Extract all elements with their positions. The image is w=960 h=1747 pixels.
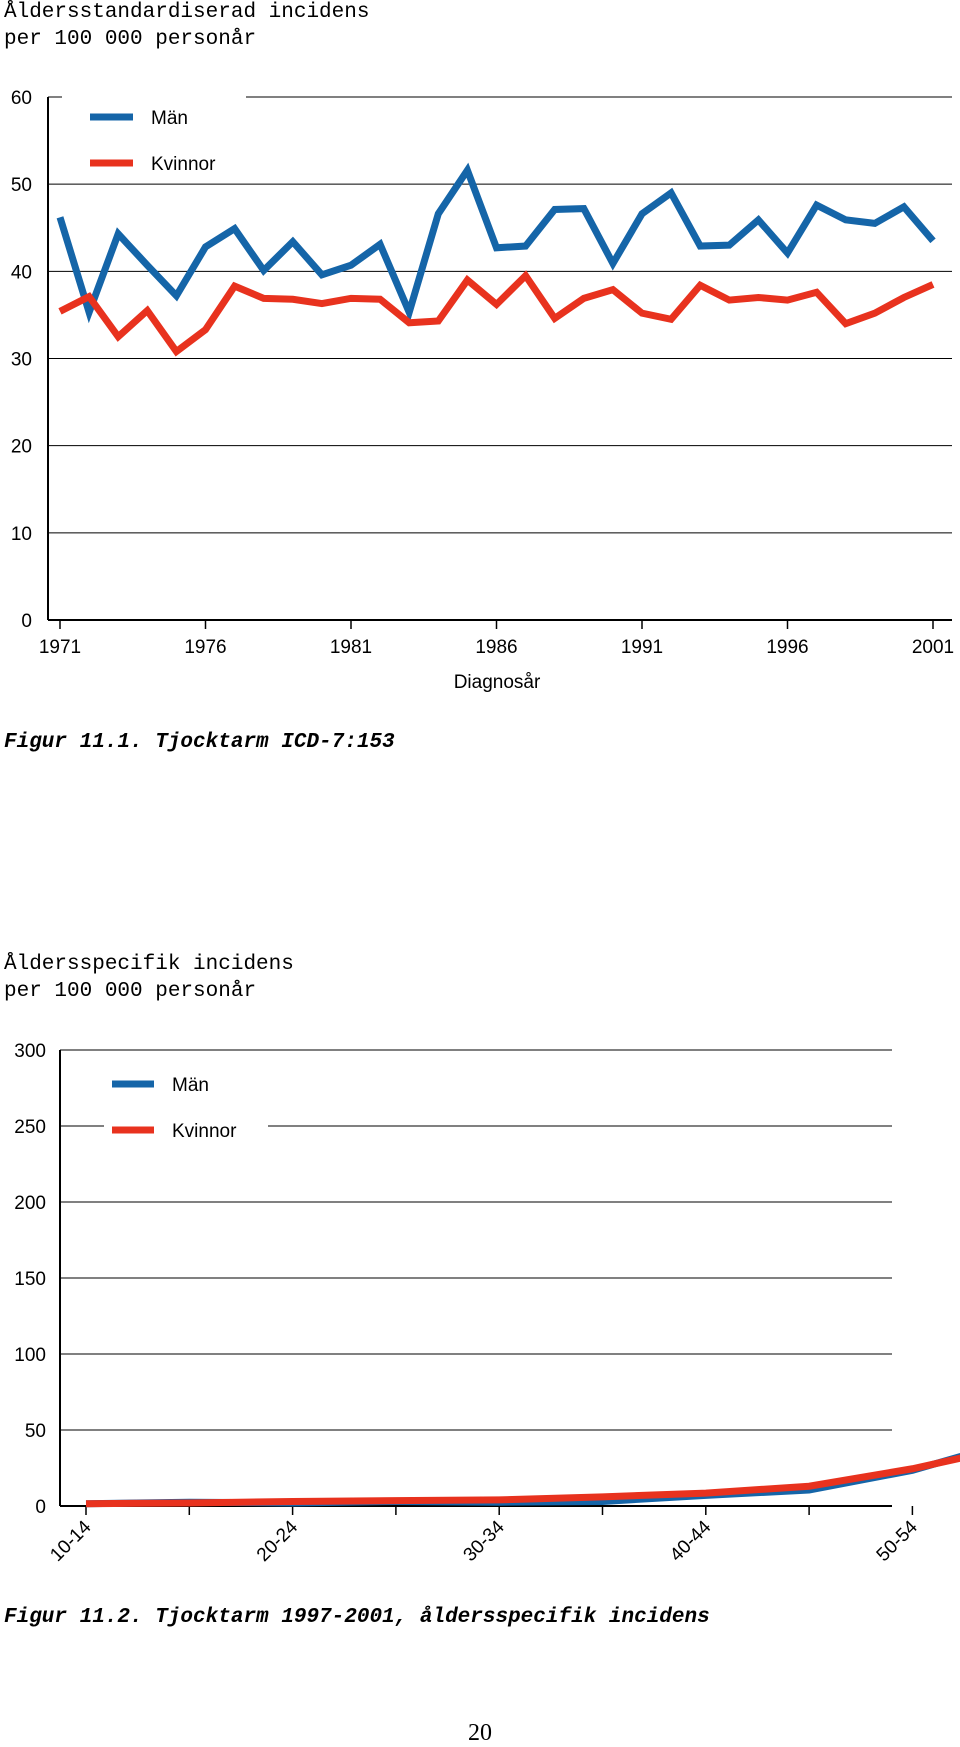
x-tick-label: 1976 — [184, 637, 226, 658]
y-tick-label: 200 — [14, 1193, 46, 1214]
x-tick-label: 20-24 — [253, 1516, 303, 1566]
y-tick-label: 0 — [21, 611, 32, 632]
x-tick-label: 1986 — [475, 637, 517, 658]
chart1-caption: Figur 11.1. Tjocktarm ICD-7:153 — [4, 731, 395, 754]
x-tick-label: 10-14 — [46, 1516, 96, 1566]
legend-label: Män — [151, 108, 188, 129]
legend-label: Kvinnor — [172, 1121, 237, 1142]
x-tick-label: 40-44 — [666, 1516, 716, 1566]
y-tick-label: 100 — [14, 1345, 46, 1366]
chart2-ylabel-line1: Åldersspecifik incidens — [4, 953, 294, 976]
x-tick-label: 50-54 — [873, 1516, 923, 1566]
chart2-ylabel-line2: per 100 000 personår — [4, 980, 257, 1003]
y-tick-label: 0 — [35, 1497, 46, 1518]
y-tick-label: 30 — [11, 350, 32, 371]
legend-label: Män — [172, 1075, 209, 1096]
x-tick-label: 1996 — [766, 637, 808, 658]
x-axis-label: Diagnosår — [454, 672, 541, 693]
chart2-line-chart: 0 50 100 150 200 250 300 10-14 20-24 30-34 40-44 50… — [14, 1041, 960, 1566]
series-line-kvinnor — [58, 270, 935, 357]
y-tick-label: 250 — [14, 1117, 46, 1138]
series-line-man — [56, 162, 936, 324]
y-tick-label: 60 — [11, 88, 32, 109]
y-tick-label: 50 — [25, 1421, 46, 1442]
chart1-line-chart: 0 10 20 30 40 50 60 1971 1976 1981 1986 1991 1996 200… — [11, 88, 954, 693]
chart1-ylabel-line2: per 100 000 personår — [4, 28, 257, 51]
x-tick-label: 2001 — [912, 637, 954, 658]
legend-label: Kvinnor — [151, 154, 216, 175]
y-tick-label: 150 — [14, 1269, 46, 1290]
chart1-ylabel-line1: Åldersstandardiserad incidens — [4, 1, 370, 24]
series-line-kvinnor — [85, 1454, 960, 1508]
x-tick-label: 1981 — [330, 637, 372, 658]
chart2-caption: Figur 11.2. Tjocktarm 1997-2001, ålderss… — [4, 1606, 710, 1629]
y-tick-label: 40 — [11, 262, 32, 283]
x-tick-label: 1991 — [621, 637, 663, 658]
x-tick-label: 1971 — [39, 637, 81, 658]
y-tick-label: 20 — [11, 437, 32, 458]
y-tick-label: 300 — [14, 1041, 46, 1062]
x-tick-label: 30-34 — [460, 1516, 510, 1566]
y-tick-label: 10 — [11, 524, 32, 545]
page-number: 20 — [468, 1720, 492, 1746]
y-tick-label: 50 — [11, 175, 32, 196]
